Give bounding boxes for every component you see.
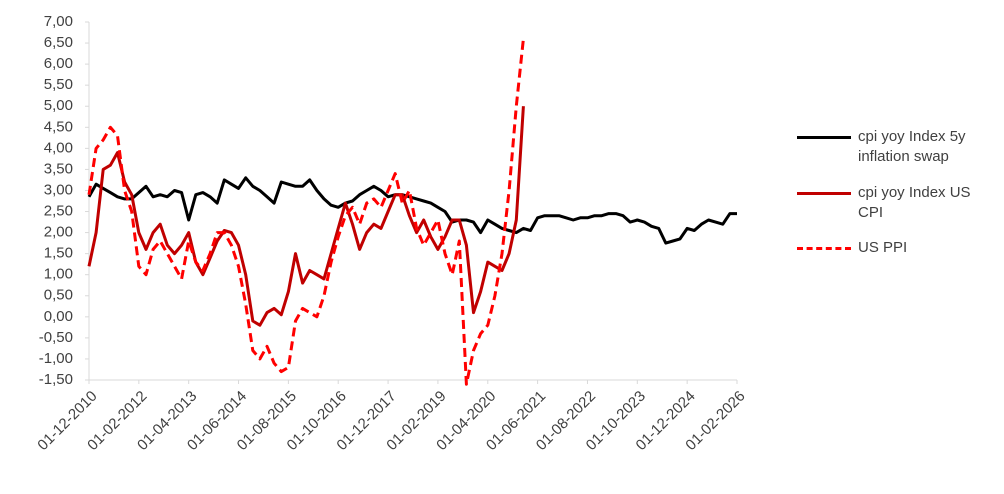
y-tick-label: -1,00 xyxy=(39,350,73,367)
y-tick-label: -0,50 xyxy=(39,329,73,346)
legend-entry: cpi yoy Index 5y inflation swap xyxy=(797,127,997,167)
legend-label: US PPI xyxy=(858,239,908,256)
y-tick-label: 5,00 xyxy=(44,97,73,114)
y-tick-label: 6,00 xyxy=(44,55,73,72)
y-tick-label: 0,00 xyxy=(44,308,73,325)
y-tick-label: 1,00 xyxy=(44,266,73,283)
legend-entry: US PPI xyxy=(797,238,997,258)
y-tick-label: 3,50 xyxy=(44,160,73,177)
legend-label: cpi yoy Index 5y inflation swap xyxy=(858,128,966,165)
legend-label: cpi yoy Index US CPI xyxy=(858,184,971,221)
y-tick-label: 2,00 xyxy=(44,224,73,241)
y-tick-label: 4,50 xyxy=(44,118,73,135)
series-line xyxy=(87,38,525,386)
y-tick-label: 7,00 xyxy=(44,13,73,30)
series-line xyxy=(87,106,525,327)
y-tick-label: 0,50 xyxy=(44,287,73,304)
y-tick-label: 6,50 xyxy=(44,34,73,51)
y-tick-label: 5,50 xyxy=(44,76,73,93)
legend-entry: cpi yoy Index US CPI xyxy=(797,183,997,223)
y-tick-label: 3,00 xyxy=(44,181,73,198)
y-tick-label: 2,50 xyxy=(44,202,73,219)
legend-swatch xyxy=(797,192,851,195)
y-tick-label: -1,50 xyxy=(39,371,73,388)
legend-swatch xyxy=(797,247,851,250)
y-tick-label: 4,00 xyxy=(44,139,73,156)
series-line xyxy=(87,176,737,245)
legend-swatch xyxy=(797,136,851,139)
y-tick-label: 1,50 xyxy=(44,245,73,262)
